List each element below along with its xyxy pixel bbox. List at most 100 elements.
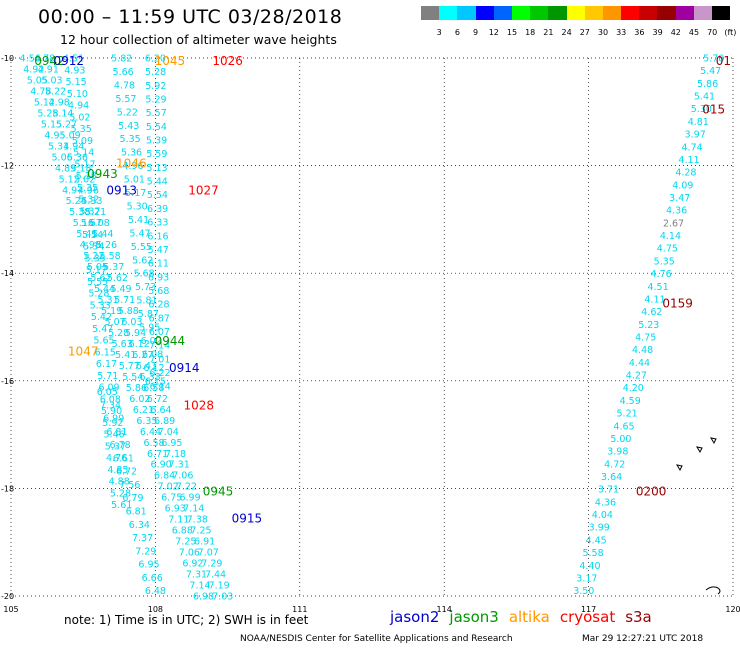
wave-height-value: 4.94 [63,141,84,152]
colorbar-swatch [475,6,494,20]
wave-height-value: 5.36 [67,152,88,163]
colorbar-label: 27 [579,28,590,37]
wave-height-value: 6.27 [132,350,153,361]
wave-height-value: 7.25 [175,537,196,548]
wave-height-value: 5.39 [146,136,167,147]
wave-height-value: 5.44 [147,177,168,188]
wave-height-value: 6.05 [97,387,118,398]
wave-height-value: 5.57 [115,94,136,105]
pass-time-label: 0912 [53,54,84,68]
wave-height-value: 5.16 [73,218,94,229]
wave-height-value: 7.34 [100,400,121,411]
wave-height-value: 7.25 [190,526,211,537]
wave-height-value: 5.22 [83,251,104,262]
colorbar-swatch [657,6,676,20]
pass-time-label: 0942 [34,54,65,68]
wave-height-value: 3.50 [573,586,594,597]
wave-height-value: 4.51 [63,54,84,65]
wave-height-value: 4.74 [682,142,703,153]
colorbar-swatch [584,6,603,20]
wave-height-value: 4.89 [55,163,76,174]
wave-height-value: 6.99 [103,414,124,425]
wave-height-value: 5.47 [700,66,721,77]
wave-height-value: 5.55 [131,242,152,253]
wave-height-value: 7.18 [165,449,186,460]
legend-item-cryosat: cryosat [559,608,616,626]
wave-height-value: 5.31 [97,295,118,306]
wave-height-value: 4.98 [80,240,101,251]
wave-height-value: 5.05 [27,75,48,86]
wave-height-value: 6.22 [149,368,170,379]
wave-height-value: 5.68 [134,269,155,280]
wave-height-value: 5.92 [102,418,123,429]
wave-height-value: 3.47 [669,193,690,204]
pass-time-label: 0159 [662,296,693,310]
colorbar-label: 15 [506,28,518,37]
wave-height-value: 5.49 [110,284,131,295]
island-shape [695,446,703,454]
wave-height-value: 7.14 [189,581,210,592]
wave-height-value: 5.90 [101,406,122,417]
wave-height-value: 5.95 [139,323,160,334]
wave-height-value: 5.29 [145,95,166,106]
wave-height-value: 5.77 [119,361,140,372]
wave-height-value: 6.92 [182,559,203,570]
wave-height-value: 3.99 [589,523,610,534]
wave-height-value: 5.68 [148,286,169,297]
wave-height-value: 6.64 [150,405,171,416]
wave-height-value: 6.34 [129,520,150,531]
pass-time-label: 1026 [212,54,243,68]
wave-height-value: 5.67 [81,218,102,229]
wave-height-value: 5.08 [89,218,110,229]
wave-height-value: 5.21 [617,409,638,420]
wave-height-value: 7.19 [209,581,230,592]
wave-height-value: 5.14 [52,108,73,119]
wave-height-value: 6.48 [145,586,166,597]
wave-height-value: 5.55 [87,277,108,288]
wave-height-value: 4.28 [675,168,696,179]
wave-height-value: 7.14 [149,341,170,352]
wave-height-value: 5.12 [34,97,55,108]
pass-time-label: 1028 [183,399,214,413]
colorbar-label: 3 [436,28,442,37]
wave-height-value: 7.11 [168,515,189,526]
wave-height-value: 5.65 [93,336,114,347]
wave-height-value: 6.93 [148,272,169,283]
wave-height-value: 5.12 [59,174,80,185]
wave-height-value: 6.58 [143,383,164,394]
colorbar-swatch [511,6,531,20]
wave-height-value: 6.35 [136,416,157,427]
wave-height-value: 5.26 [96,240,117,251]
wave-height-value: 7.31 [186,570,207,581]
colorbar-label: 30 [597,28,609,37]
wave-height-value: 5.62 [107,273,128,284]
legend-item-jason3: jason3 [449,608,499,626]
colorbar-swatch [712,6,731,20]
wave-height-value: 4.93 [64,65,85,76]
pass-time-label: 0945 [203,485,234,499]
wave-height-value: 5.44 [94,284,115,295]
wave-height-value: 5.15 [66,77,87,88]
wave-height-value: 4.81 [688,117,709,128]
credit-date: Mar 29 12:27:21 UTC 2018 [582,634,704,644]
wave-height-value: 7.38 [187,515,208,526]
wave-height-value: 5.35 [120,134,141,145]
wave-height-value: 4.51 [647,282,668,293]
colorbar-swatch [566,6,585,20]
wave-height-value: 6.90 [151,460,172,471]
wave-height-value: 5.01 [124,175,145,186]
wave-height-value: 5.33 [81,196,102,207]
wave-height-value: 6.15 [145,376,166,387]
wave-height-value: 6.79 [122,493,143,504]
wave-height-value: 5.31 [48,141,69,152]
wave-height-value: 4.78 [30,86,51,97]
wave-height-value: 5.13 [146,163,167,174]
wave-height-value: 5.38 [69,207,90,218]
wave-height-value: 5.05 [87,262,108,273]
wave-height-value: 6.81 [126,506,147,517]
wave-height-value: 5.18 [70,163,91,174]
wave-height-value: 6.14 [150,382,171,393]
island-shape [675,464,683,472]
lat-tick-label: -12 [1,162,14,171]
